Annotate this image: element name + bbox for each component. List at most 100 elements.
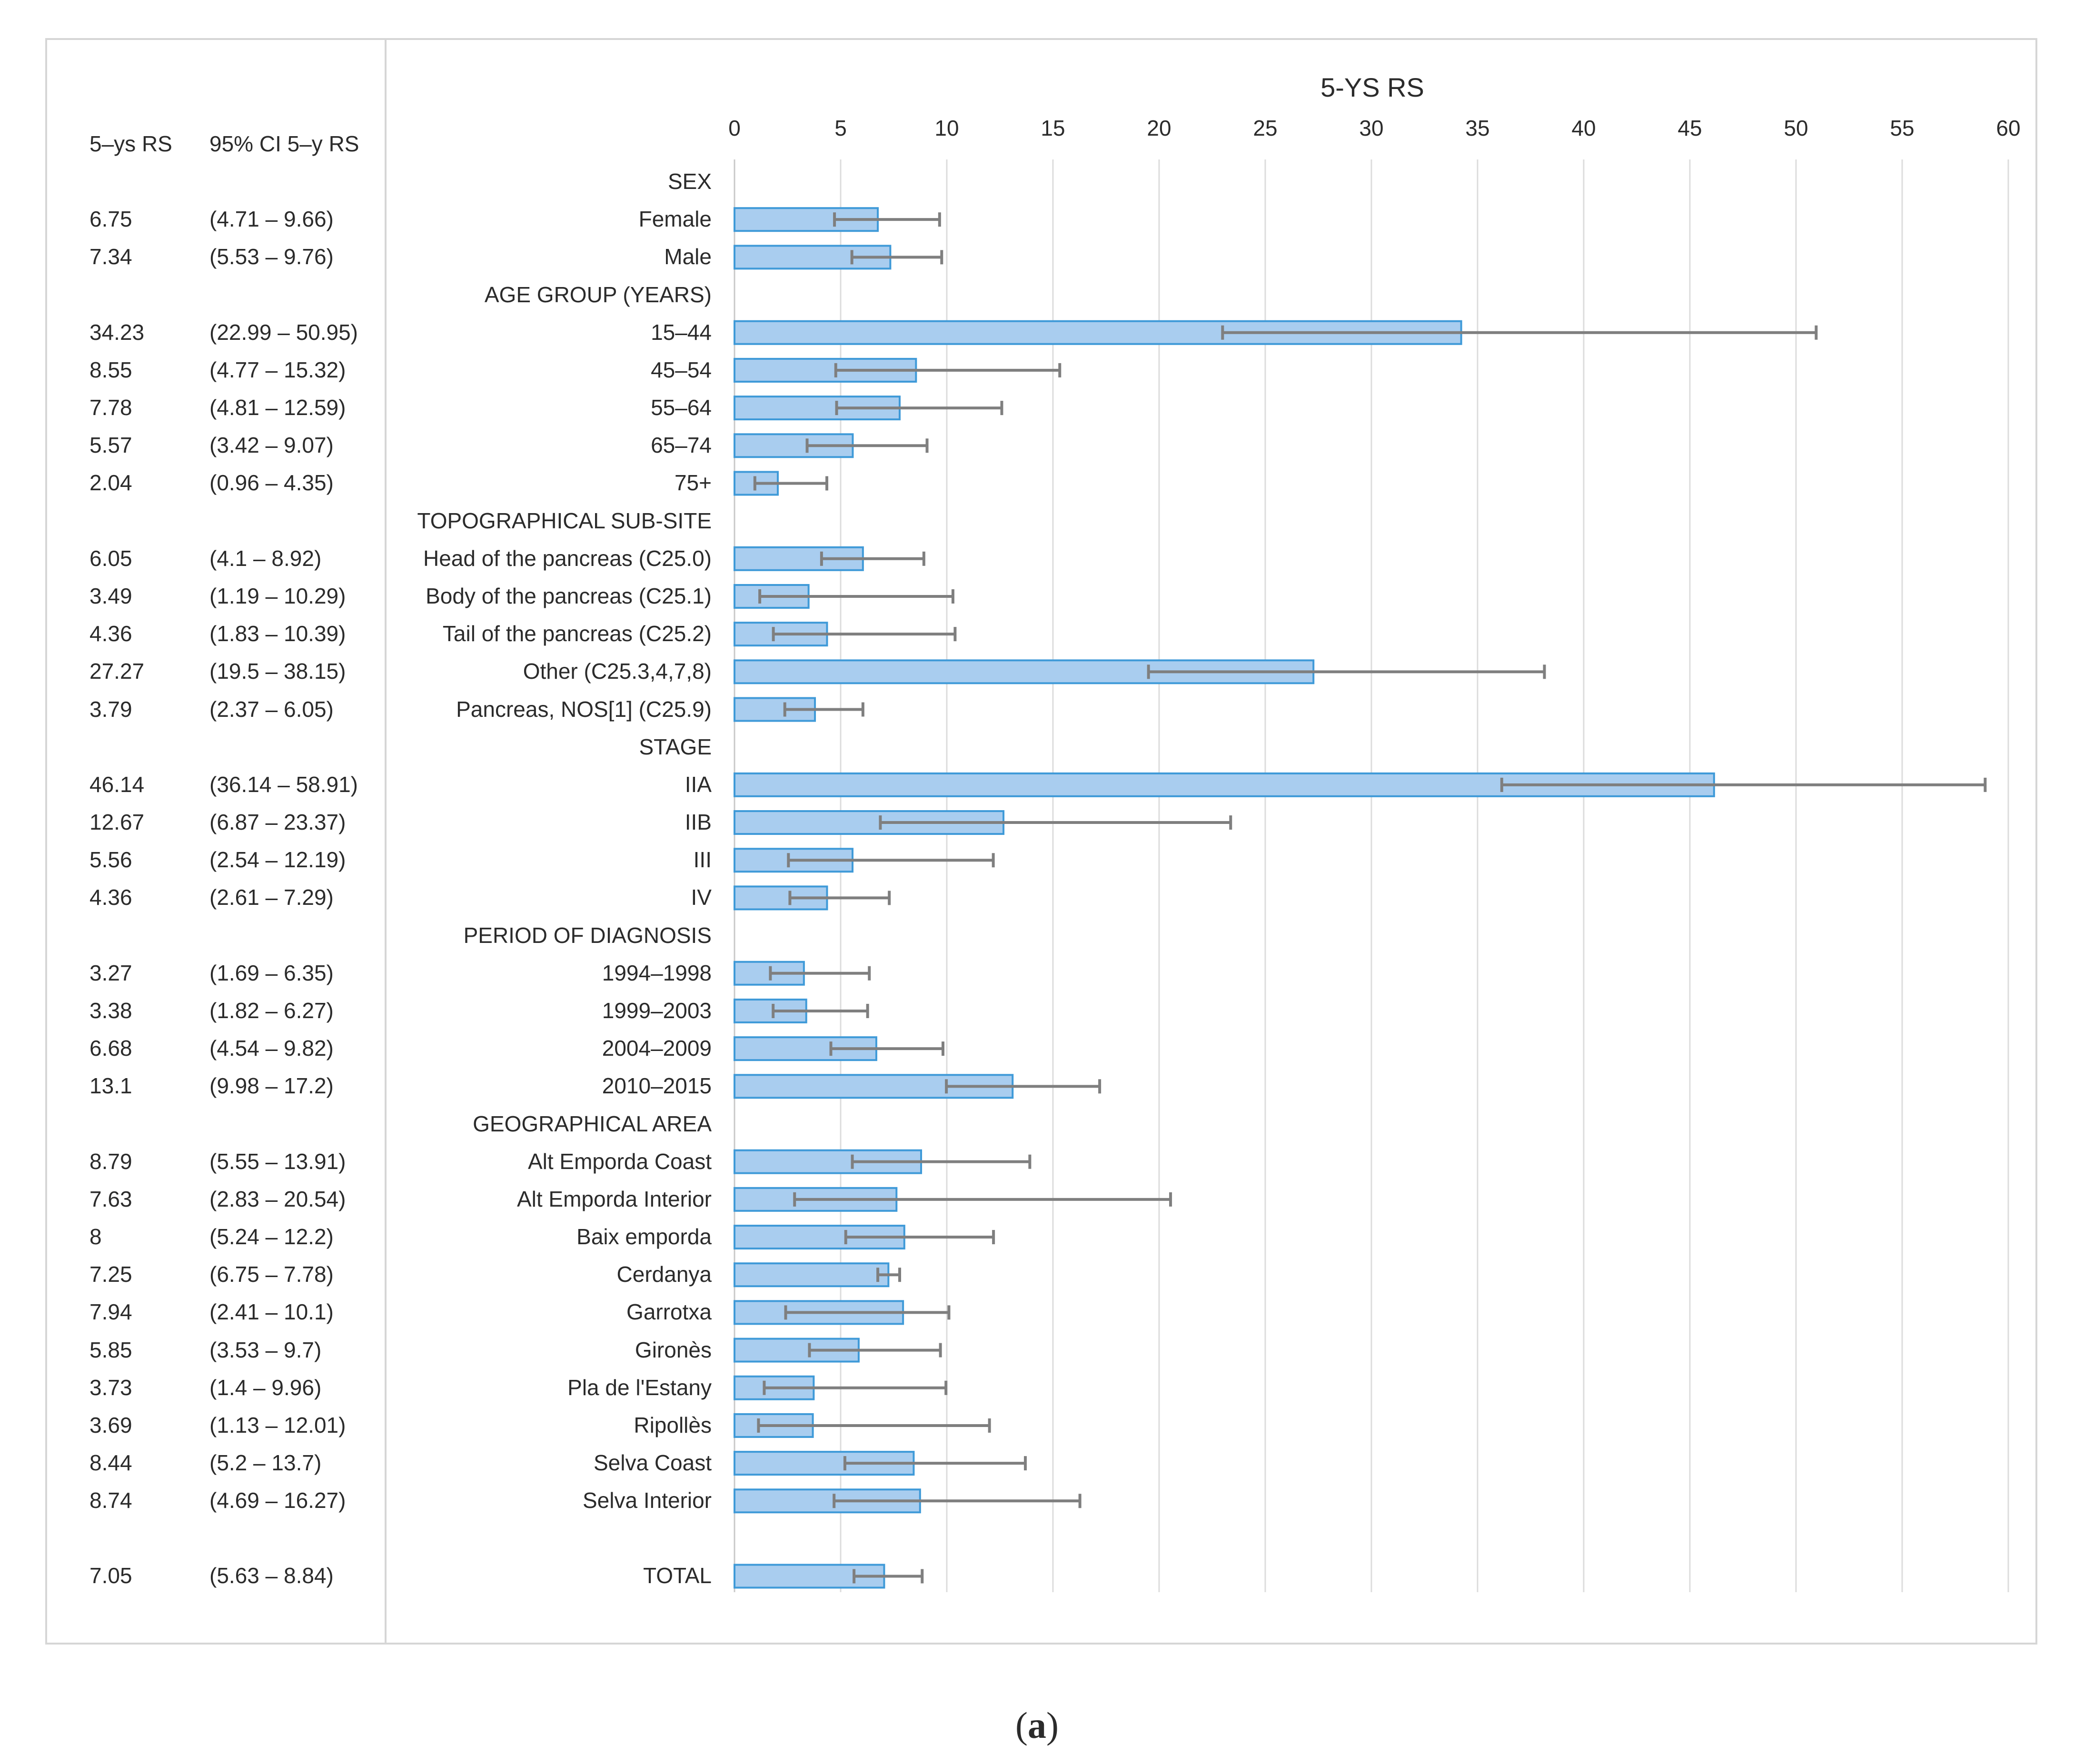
figure-caption: (a)	[1015, 1705, 1059, 1746]
category-label: Garrotxa	[626, 1299, 712, 1325]
category-label: IIA	[685, 772, 712, 797]
ci-value: (1.82 – 6.27)	[209, 998, 334, 1023]
ci-value: (6.87 – 23.37)	[209, 810, 346, 835]
x-tick-label: 45	[1677, 116, 1702, 140]
ci-value: (19.5 – 38.15)	[209, 659, 346, 684]
category-label: Alt Emporda Coast	[527, 1149, 712, 1174]
category-label: 75+	[674, 470, 712, 496]
section-heading: PERIOD OF DIAGNOSIS	[463, 922, 712, 948]
ci-value: (4.1 – 8.92)	[209, 545, 322, 571]
category-label: TOTAL	[643, 1563, 712, 1588]
rs-value: 5.57	[89, 433, 132, 458]
ci-value: (2.54 – 12.19)	[209, 847, 346, 872]
ci-value: (2.37 – 6.05)	[209, 696, 334, 722]
x-tick-label: 20	[1147, 116, 1171, 140]
table-chart-divider	[385, 39, 387, 1644]
category-label: Male	[664, 244, 712, 269]
section-heading: AGE GROUP (YEARS)	[484, 282, 712, 307]
rs-value: 8.55	[89, 357, 132, 382]
bar	[734, 1262, 890, 1288]
rs-value: 13.1	[89, 1073, 132, 1099]
rs-value: 46.14	[89, 772, 145, 797]
category-label: III	[693, 847, 712, 872]
section-heading: STAGE	[639, 734, 712, 759]
rs-value: 6.75	[89, 207, 132, 232]
rs-value: 7.63	[89, 1186, 132, 1211]
x-tick-label: 50	[1784, 116, 1808, 140]
rs-value: 3.38	[89, 998, 132, 1023]
rs-value: 7.25	[89, 1262, 132, 1287]
ci-column-header: 95% CI 5–y RS	[209, 131, 359, 156]
category-label: Selva Coast	[593, 1450, 712, 1476]
ci-value: (1.4 – 9.96)	[209, 1375, 322, 1400]
ci-value: (1.13 – 12.01)	[209, 1412, 346, 1437]
chart-frame	[45, 38, 2037, 1645]
rs-value: 7.78	[89, 395, 132, 420]
rs-value: 3.27	[89, 960, 132, 985]
x-tick-label: 55	[1890, 116, 1914, 140]
ci-value: (1.83 – 10.39)	[209, 621, 346, 646]
bar	[734, 1564, 885, 1589]
category-label: Pla de l'Estany	[567, 1375, 712, 1400]
ci-value: (4.69 – 16.27)	[209, 1488, 346, 1513]
category-label: Head of the pancreas (C25.0)	[423, 545, 712, 571]
rs-value: 8.44	[89, 1450, 132, 1476]
x-tick-label: 10	[934, 116, 959, 140]
bar	[734, 885, 828, 911]
rs-value: 6.68	[89, 1036, 132, 1061]
rs-value: 7.05	[89, 1563, 132, 1588]
rs-value: 3.79	[89, 696, 132, 722]
ci-value: (2.61 – 7.29)	[209, 885, 334, 910]
x-tick-label: 40	[1571, 116, 1596, 140]
category-label: Tail of the pancreas (C25.2)	[442, 621, 712, 646]
category-label: Gironès	[635, 1337, 712, 1362]
ci-value: (36.14 – 58.91)	[209, 772, 358, 797]
ci-value: (3.42 – 9.07)	[209, 433, 334, 458]
rs-value: 2.04	[89, 470, 132, 496]
ci-value: (4.81 – 12.59)	[209, 395, 346, 420]
x-tick-label: 15	[1041, 116, 1065, 140]
ci-value: (5.24 – 12.2)	[209, 1224, 334, 1249]
rs-value: 12.67	[89, 810, 145, 835]
rs-value: 6.05	[89, 545, 132, 571]
category-label: 2004–2009	[602, 1036, 712, 1061]
category-label: 2010–2015	[602, 1073, 712, 1099]
ci-value: (0.96 – 4.35)	[209, 470, 334, 496]
category-label: Female	[638, 207, 712, 232]
ci-value: (6.75 – 7.78)	[209, 1262, 334, 1287]
ci-value: (3.53 – 9.7)	[209, 1337, 322, 1362]
ci-value: (22.99 – 50.95)	[209, 319, 358, 345]
rs-value: 4.36	[89, 885, 132, 910]
x-tick-label: 60	[1996, 116, 2020, 140]
category-label: 55–64	[651, 395, 712, 420]
ci-value: (2.83 – 20.54)	[209, 1186, 346, 1211]
x-tick-label: 30	[1359, 116, 1383, 140]
category-label: Ripollès	[634, 1412, 712, 1437]
category-label: 15–44	[651, 319, 712, 345]
category-label: Pancreas, NOS[1] (C25.9)	[456, 696, 712, 722]
caption-letter: a	[1028, 1705, 1046, 1746]
category-label: Cerdanya	[616, 1262, 712, 1287]
category-label: Other (C25.3,4,7,8)	[523, 659, 712, 684]
ci-value: (2.41 – 10.1)	[209, 1299, 334, 1325]
category-label: 1994–1998	[602, 960, 712, 985]
rs-value: 34.23	[89, 319, 145, 345]
ci-value: (5.53 – 9.76)	[209, 244, 334, 269]
rs-value: 3.49	[89, 583, 132, 608]
ci-value: (5.63 – 8.84)	[209, 1563, 334, 1588]
rs-value: 7.94	[89, 1299, 132, 1325]
rs-value: 27.27	[89, 659, 145, 684]
rs-value: 5.56	[89, 847, 132, 872]
category-label: Selva Interior	[582, 1488, 712, 1513]
section-heading: GEOGRAPHICAL AREA	[473, 1111, 712, 1136]
ci-value: (4.71 – 9.66)	[209, 207, 334, 232]
category-label: 65–74	[651, 433, 712, 458]
category-label: Body of the pancreas (C25.1)	[426, 583, 712, 608]
rs-value: 7.34	[89, 244, 132, 269]
category-label: Baix emporda	[576, 1224, 712, 1249]
x-tick-label: 25	[1253, 116, 1277, 140]
section-heading: TOPOGRAPHICAL SUB-SITE	[417, 508, 712, 533]
rs-value: 3.69	[89, 1412, 132, 1437]
ci-value: (4.54 – 9.82)	[209, 1036, 334, 1061]
